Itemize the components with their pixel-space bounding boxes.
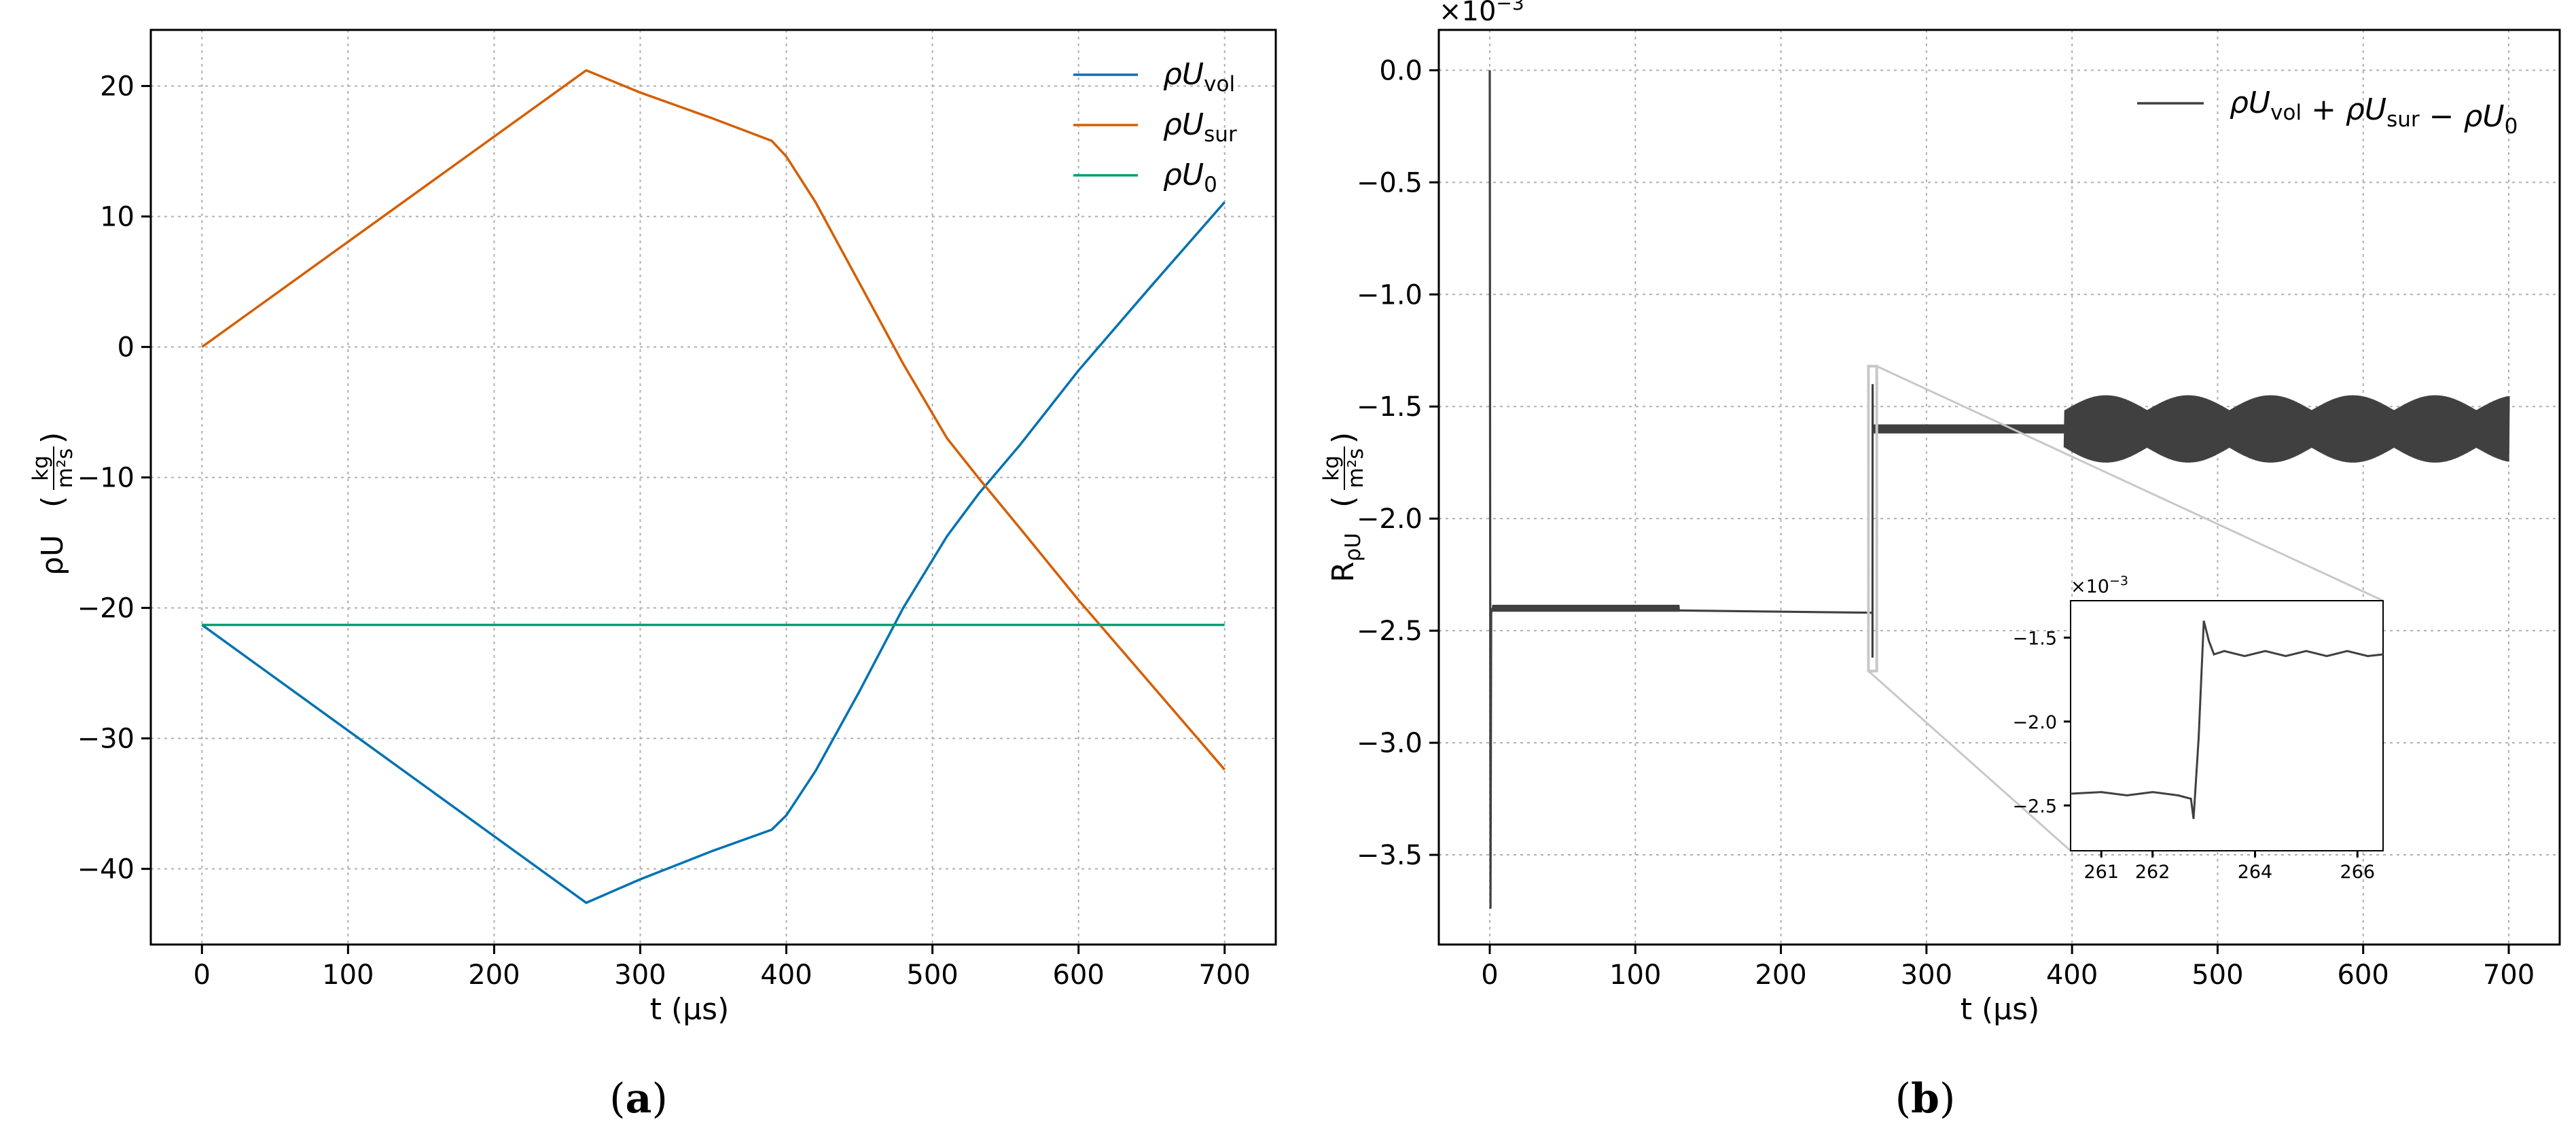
chart-a-x-tick-label: 600: [1052, 959, 1104, 991]
chart-b-x-axis-label: t (μs): [1961, 992, 2040, 1027]
chart-b-y-tick-label: −1.5: [1357, 391, 1423, 423]
inset-ticks: 261 262 264 266 −1.5 −2.0 −2.5: [2012, 628, 2375, 883]
inset-x-tick-label: 261: [2083, 862, 2119, 883]
chart-a-x-tick-label: 500: [906, 959, 958, 991]
inset-y-tick-label: −1.5: [2012, 628, 2057, 649]
chart-b-x-tick-label: 0: [1481, 959, 1498, 991]
inset-frame: [2070, 600, 2384, 851]
chart-a-ticks: 0 100 200 300 400 500 600 700 −40 −30 −20 −10 0 10 20: [77, 71, 1251, 991]
panel-label-a: (a): [609, 1075, 668, 1123]
chart-a-series: [201, 69, 1226, 904]
chart-b: 0 100 200 300 400 500 600 700 0.0 −0.5 −1.0 −1.5 −2.…: [1319, 0, 2561, 1123]
chart-b-y-tick-label: −1.0: [1357, 279, 1423, 311]
chart-b-x-tick-label: 200: [1755, 959, 1806, 991]
chart-b-y-axis-label-group: RρU ( kg m²s): [1319, 432, 1368, 582]
chart-a-y-axis-unit-numerator: kg: [29, 455, 53, 481]
chart-b-y-axis-label: RρU ( kg m²s): [1319, 432, 1368, 582]
series-line-residual-segment: [1491, 605, 1681, 612]
inset-connector-top: [1876, 365, 2384, 602]
chart-b-x-tick-label: 100: [1609, 959, 1661, 991]
chart-a-x-tick-label: 700: [1199, 959, 1251, 991]
chart-b-plot-frame: [1437, 29, 2561, 946]
chart-a-y-tick-label: −20: [77, 593, 135, 624]
chart-a-y-axis-unit-close-paren: ): [35, 432, 70, 444]
chart-b-x-tick-label: 500: [2192, 959, 2243, 991]
chart-a-y-axis-label-group: ρU ( kg m²s): [29, 432, 77, 576]
chart-b-y-axis-unit-denominator: m²s: [1344, 448, 1368, 489]
chart-a-x-tick-label: 400: [760, 959, 812, 991]
chart-a-x-tick-label: 200: [468, 959, 520, 991]
series-line-residual-segment: [1488, 70, 1494, 909]
chart-a-y-tick-label: −10: [77, 463, 135, 494]
chart-b-x-tick-label: 300: [1901, 959, 1952, 991]
chart-b-x-tick-label: 400: [2046, 959, 2098, 991]
chart-b-y-tick-label: −0.5: [1357, 167, 1423, 198]
legend-label-residual: ρUvol + ρUsur − ρU0: [2230, 86, 2518, 139]
legend-label-rhoU-vol: ρUvol: [1163, 57, 1235, 96]
chart-a-y-axis-label-text: ρU: [35, 535, 70, 576]
chart-a-y-tick-label: 10: [100, 202, 135, 233]
chart-b-grid: [1439, 30, 2560, 945]
chart-b-y-tick-label: −2.0: [1357, 504, 1423, 535]
inset-zoom-connectors: [1867, 364, 2384, 852]
chart-a-grid: [151, 30, 1276, 945]
chart-a-x-axis-label: t (μs): [650, 992, 730, 1027]
chart-a-y-tick-label: 20: [100, 71, 135, 103]
chart-b-y-axis-unit-close-paren: ): [1326, 432, 1361, 444]
chart-b-y-axis-unit: ( kg m²s): [1319, 432, 1368, 508]
chart-a-y-axis-unit-open-paren: (: [35, 496, 70, 508]
chart-a-y-axis-unit-denominator: m²s: [53, 448, 77, 489]
chart-b-scale-factor: ×10−3: [1439, 0, 1524, 27]
chart-a-legend: ρUvol ρUsur ρU0: [1073, 57, 1237, 197]
chart-b-x-tick-label: 700: [2483, 959, 2535, 991]
chart-a-y-tick-label: −40: [77, 854, 135, 885]
chart-b-x-tick-label: 600: [2338, 959, 2389, 991]
chart-b-y-tick-label: −2.5: [1357, 616, 1423, 647]
chart-b-y-tick-label: −3.0: [1357, 728, 1423, 759]
chart-b-inset: 261 262 264 266 −1.5 −2.0 −2.5 ×10−3: [2012, 574, 2384, 883]
chart-b-legend: ρUvol + ρUsur − ρU0: [2137, 86, 2518, 139]
chart-b-y-axis-unit-numerator: kg: [1319, 455, 1344, 481]
inset-series-line: [2070, 620, 2384, 820]
series-line-residual-segment: [1872, 424, 2066, 434]
inset-x-tick-label: 262: [2135, 862, 2170, 883]
chart-b-ticks: 0 100 200 300 400 500 600 700 0.0 −0.5 −1.0 −1.5 −2.…: [1357, 55, 2535, 991]
chart-b-y-tick-label: −3.5: [1357, 840, 1423, 871]
panel-label-b: (b): [1895, 1075, 1956, 1123]
chart-b-y-axis-label-text: RρU: [1326, 533, 1365, 582]
inset-y-tick-label: −2.0: [2012, 712, 2057, 733]
inset-zoom-region: [1867, 364, 1878, 673]
chart-b-series: [1488, 70, 2510, 909]
chart-a-x-tick-label: 0: [194, 959, 211, 991]
legend-label-rhoU-0: ρU0: [1163, 158, 1217, 197]
inset-x-tick-label: 264: [2238, 862, 2273, 883]
chart-a-x-tick-label: 300: [614, 959, 666, 991]
inset-scale-label: ×10−3: [2071, 574, 2128, 597]
inset-y-tick-label: −2.5: [2012, 796, 2057, 817]
chart-a-y-axis-label: ρU ( kg m²s): [29, 432, 77, 576]
inset-x-tick-label: 266: [2340, 862, 2376, 883]
series-line-rhoU-vol: [201, 201, 1226, 904]
chart-a-x-tick-label: 100: [322, 959, 374, 991]
chart-a-y-axis-unit: ( kg m²s): [29, 432, 77, 508]
series-line-residual-segment: [2063, 395, 2510, 463]
series-line-residual-segment: [1679, 609, 1873, 614]
inset-connector-bottom: [1867, 670, 2071, 852]
series-line-rhoU-sur: [201, 69, 1226, 771]
chart-a-y-tick-label: 0: [118, 332, 135, 364]
chart-b-scale-label: ×10−3: [1439, 0, 1524, 27]
chart-b-y-axis-unit-open-paren: (: [1326, 496, 1361, 508]
chart-a-plot-frame: [149, 29, 1277, 946]
chart-a-y-tick-label: −30: [77, 724, 135, 755]
legend-label-rhoU-sur: ρUsur: [1163, 107, 1237, 147]
chart-b-y-tick-label: 0.0: [1379, 55, 1423, 86]
chart-a: 0 100 200 300 400 500 600 700−40−30−20−1001020 …: [29, 29, 1277, 1123]
